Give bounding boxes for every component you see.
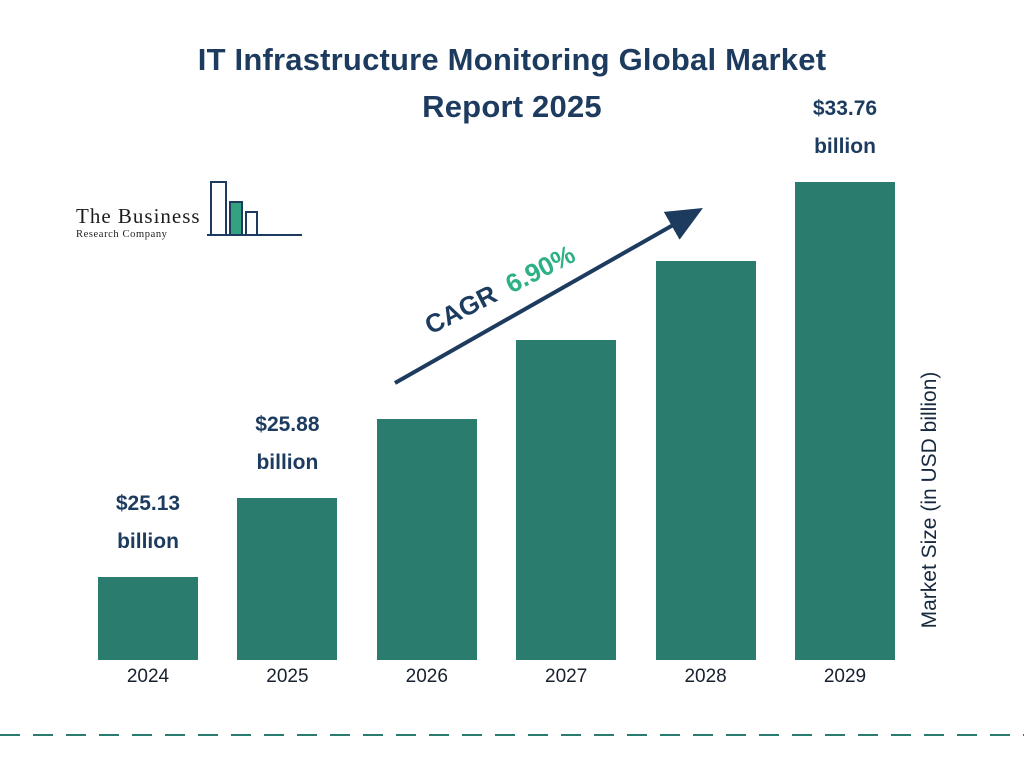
bar-value-label: $25.88 billion — [255, 413, 320, 474]
y-axis-label: Market Size (in USD billion) — [918, 371, 941, 629]
page-title: IT Infrastructure Monitoring Global Mark… — [0, 36, 1024, 130]
bar-2025 — [237, 498, 338, 660]
company-logo: The Business Research Company — [76, 178, 303, 240]
logo-text: The Business Research Company — [76, 204, 201, 240]
logo-text-secondary: Research Company — [76, 229, 168, 240]
bar-2028 — [655, 261, 756, 660]
bottom-dashed-line — [0, 734, 1024, 736]
bar-2024 — [98, 577, 198, 660]
x-axis-tick-label: 2029 — [823, 666, 867, 687]
x-axis-tick-label: 2027 — [545, 666, 588, 687]
bar-2029 — [795, 182, 895, 660]
bar-value-label: $33.76 billion — [812, 97, 878, 158]
x-axis-tick-label: 2028 — [684, 666, 727, 687]
cagr-annotation: CAGR6.90% — [420, 239, 580, 341]
page-title-line1: IT Infrastructure Monitoring Global Mark… — [197, 42, 827, 77]
cagr-label: CAGR — [419, 278, 502, 341]
logo-text-primary: The Business — [76, 204, 201, 228]
x-axis-tick-label: 2024 — [126, 666, 170, 687]
x-axis-tick-label: 2026 — [405, 666, 448, 687]
bar-value-label: $25.13 billion — [115, 492, 181, 553]
x-axis-tick-label: 2025 — [266, 666, 309, 687]
bar-2026 — [376, 419, 477, 660]
page-title-line2: Report 2025 — [422, 89, 602, 124]
bar-2027 — [516, 340, 617, 660]
cagr-value: 6.90% — [500, 238, 580, 300]
logo-bars-icon — [206, 181, 302, 236]
